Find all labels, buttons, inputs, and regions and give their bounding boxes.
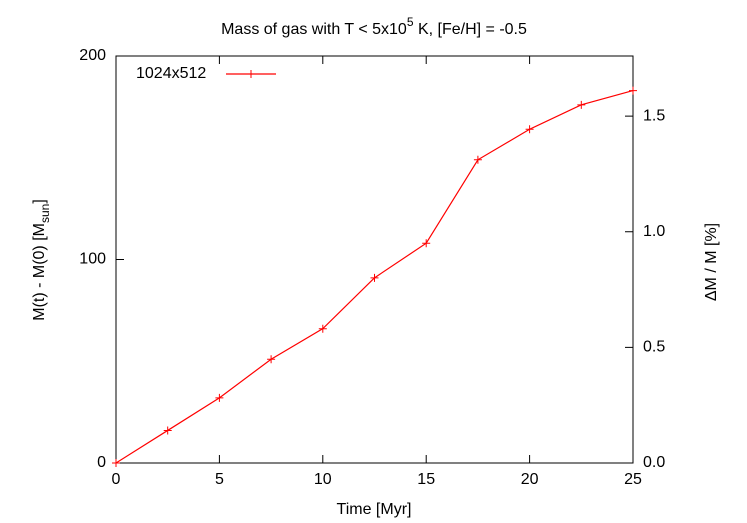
- y2-tick-label: 1.5: [643, 107, 665, 124]
- y-tick-label: 200: [79, 47, 106, 64]
- point: [267, 355, 276, 364]
- y2-tick-label: 0.0: [643, 454, 665, 471]
- x-tick-label: 25: [624, 471, 642, 488]
- point: [318, 324, 327, 333]
- point: [422, 239, 431, 248]
- y-tick-label: 100: [79, 251, 106, 268]
- title-text-after: K, [Fe/H] = -0.5: [414, 21, 527, 38]
- point: [577, 100, 586, 109]
- x-tick-label: 5: [215, 471, 224, 488]
- y2-tick-label: 0.5: [643, 339, 665, 356]
- y-axis-label: M(t) - M(0) [Msun]: [31, 199, 52, 321]
- title-superscript: 5: [407, 15, 414, 29]
- y-label-text-after: ]: [31, 199, 48, 203]
- point: [163, 426, 172, 435]
- point: [629, 86, 637, 95]
- point: [370, 273, 379, 282]
- point: [473, 155, 482, 164]
- y-label-subscript: sun: [38, 204, 52, 223]
- x-tick-label: 10: [314, 471, 332, 488]
- legend-label: 1024x512: [136, 65, 206, 82]
- x-tick-label: 0: [112, 471, 121, 488]
- title-text: Mass of gas with T < 5x10: [221, 21, 407, 38]
- y-tick-label: 0: [97, 454, 106, 471]
- y2-axis-label: ΔM / M [%]: [703, 223, 720, 301]
- point: [215, 393, 224, 402]
- y2-tick-label: 1.0: [643, 223, 665, 240]
- point: [112, 459, 120, 467]
- x-tick-label: 15: [417, 471, 435, 488]
- chart-title: Mass of gas with T < 5x105 K, [Fe/H] = -…: [221, 15, 527, 38]
- x-tick-label: 20: [521, 471, 539, 488]
- x-axis-label: Time [Myr]: [337, 501, 412, 518]
- legend-marker: [247, 70, 255, 78]
- y-label-text: M(t) - M(0) [M: [31, 223, 48, 321]
- point: [525, 125, 534, 134]
